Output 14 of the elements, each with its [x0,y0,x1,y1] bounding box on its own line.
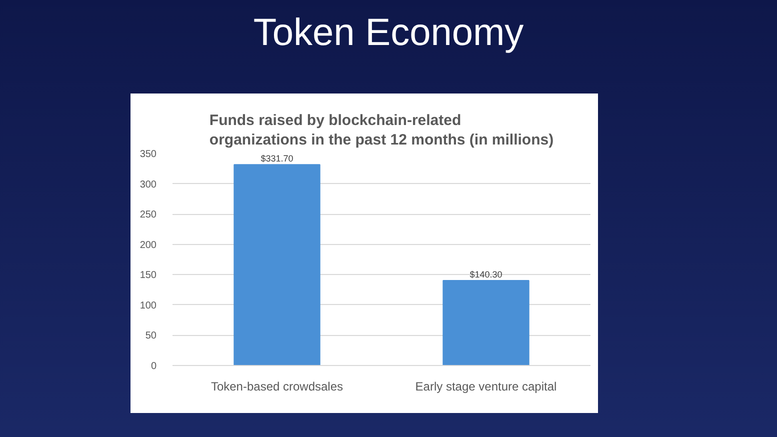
y-tick-label: 200 [140,240,157,251]
x-tick-label: Early stage venture capital [415,380,557,394]
data-label: $140.30 [470,270,502,280]
y-tick-label: 0 [150,361,157,372]
y-tick-label: 300 [140,179,157,190]
y-tick-label: 350 [140,149,157,160]
chart-title: Token Economy [253,11,524,56]
y-tick-label: 150 [140,270,157,282]
data-label: $331.70 [260,154,294,164]
x-tick-label: Token-based crowdsales [210,380,344,394]
y-tick-label: 50 [145,330,157,342]
chart-subtitle: Funds raised by blockchain-related organizations in the past 12 months (in millions) [209,112,554,148]
y-tick-label: 250 [140,210,157,221]
y-tick-label: 100 [140,300,157,312]
